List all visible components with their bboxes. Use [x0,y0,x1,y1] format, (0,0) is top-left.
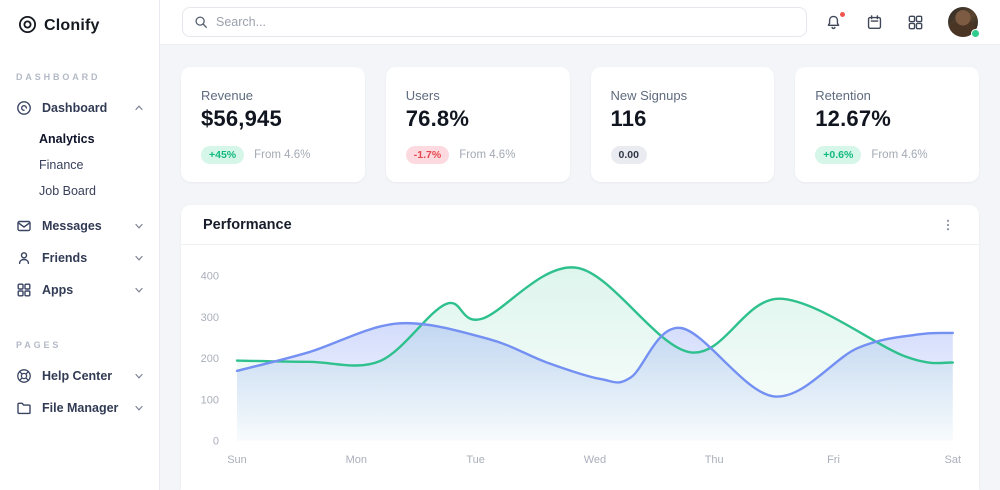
sidebar-item-label: Apps [42,283,74,297]
svg-text:Mon: Mon [346,454,367,466]
sidebar-item-label: Messages [42,219,102,233]
chevron-down-icon[interactable] [133,370,145,382]
topbar [160,0,1000,45]
status-badge: +45% [201,145,245,164]
svg-text:Fri: Fri [827,454,840,466]
status-badge: +0.6% [815,145,862,164]
stat-note: From 4.6% [254,148,311,161]
logo[interactable]: Clonify [0,14,159,38]
sidebar-item-file-manager[interactable]: File Manager [0,392,159,424]
search-input[interactable] [216,15,795,29]
performance-card: Performance 0 100 200 300 400 Sun Mon Tue Wed Thu… [181,205,979,490]
svg-text:200: 200 [201,353,219,365]
topbar-actions [825,7,980,38]
svg-text:Sat: Sat [945,454,962,466]
stat-label: Retention [815,88,871,103]
stat-label: Revenue [201,88,254,103]
sidebar-item-dashboard[interactable]: Dashboard [0,92,159,124]
stat-value: 12.67% [815,106,892,131]
mail-icon [16,218,32,234]
sidebar-item-help-center[interactable]: Help Center [0,360,159,392]
logo-text: Clonify [44,17,100,34]
notification-dot [839,10,846,18]
stat-card-revenue: Revenue $56,945 +45% From 4.6% [181,67,365,182]
stat-note: From 4.6% [459,148,516,161]
chevron-down-icon[interactable] [133,252,145,264]
svg-text:0: 0 [213,436,219,448]
svg-text:Tue: Tue [466,454,485,466]
stat-card-users: Users 76.8% -1.7% From 4.6% [385,67,570,182]
chevron-down-icon[interactable] [133,284,145,296]
performance-chart: 0 100 200 300 400 Sun Mon Tue Wed Thu Fri Sat [181,245,979,490]
sidebar-subitem-job-board[interactable]: Job Board [39,184,96,198]
svg-text:400: 400 [201,271,219,283]
stat-value: 76.8% [405,106,470,131]
svg-text:300: 300 [201,312,219,324]
stat-card-new-signups: New Signups 116 0.00 [590,67,775,182]
logo-icon [18,15,37,37]
stat-label: Users [405,88,440,103]
svg-text:100: 100 [201,394,219,406]
sidebar-item-label: Dashboard [42,101,108,115]
performance-header: Performance [181,205,979,245]
status-badge: -1.7% [405,145,450,164]
stat-value: $56,945 [201,106,282,131]
sidebar-item-apps[interactable]: Apps [0,274,159,306]
avatar[interactable] [948,7,980,38]
stat-card-retention: Retention 12.67% +0.6% From 4.6% [795,67,979,182]
chevron-down-icon[interactable] [133,402,145,414]
stat-value: 116 [610,106,647,131]
svg-text:Sun: Sun [227,454,247,466]
sidebar: Clonify DASHBOARD Dashboard Analytics Fi… [0,0,160,490]
performance-title: Performance [203,216,292,233]
grid-icon [16,282,32,298]
user-icon [16,250,32,266]
content: Revenue $56,945 +45% From 4.6% Users 76.… [160,45,1000,490]
apps-grid-icon[interactable] [907,14,924,31]
sidebar-item-friends[interactable]: Friends [0,242,159,274]
sidebar-item-label: File Manager [42,401,119,415]
stats-row: Revenue $56,945 +45% From 4.6% Users 76.… [181,67,979,182]
presence-dot [971,29,980,38]
section-label-dashboard: DASHBOARD [16,72,101,82]
sidebar-item-label: Help Center [42,369,113,383]
dashboard-subnav: Analytics Finance Job Board [0,124,159,210]
search-box[interactable] [182,7,807,37]
bell-icon[interactable] [825,10,846,31]
section-label-pages: PAGES [16,340,62,350]
chevron-up-icon[interactable] [133,102,145,114]
sidebar-subitem-analytics[interactable]: Analytics [39,132,95,146]
svg-text:Wed: Wed [584,454,606,466]
calendar-icon[interactable] [866,14,883,31]
kebab-menu-icon[interactable] [939,216,957,234]
search-icon [194,15,208,29]
lifebuoy-icon [16,368,32,384]
svg-text:Thu: Thu [705,454,724,466]
sidebar-item-messages[interactable]: Messages [0,210,159,242]
dashboard-icon [16,100,32,116]
folder-icon [16,400,32,416]
status-badge: 0.00 [610,145,647,164]
stat-note: From 4.6% [871,148,928,161]
main-column: Revenue $56,945 +45% From 4.6% Users 76.… [160,0,1000,490]
chevron-down-icon[interactable] [133,220,145,232]
sidebar-item-label: Friends [42,251,88,265]
stat-label: New Signups [610,88,688,103]
sidebar-subitem-finance[interactable]: Finance [39,158,84,172]
